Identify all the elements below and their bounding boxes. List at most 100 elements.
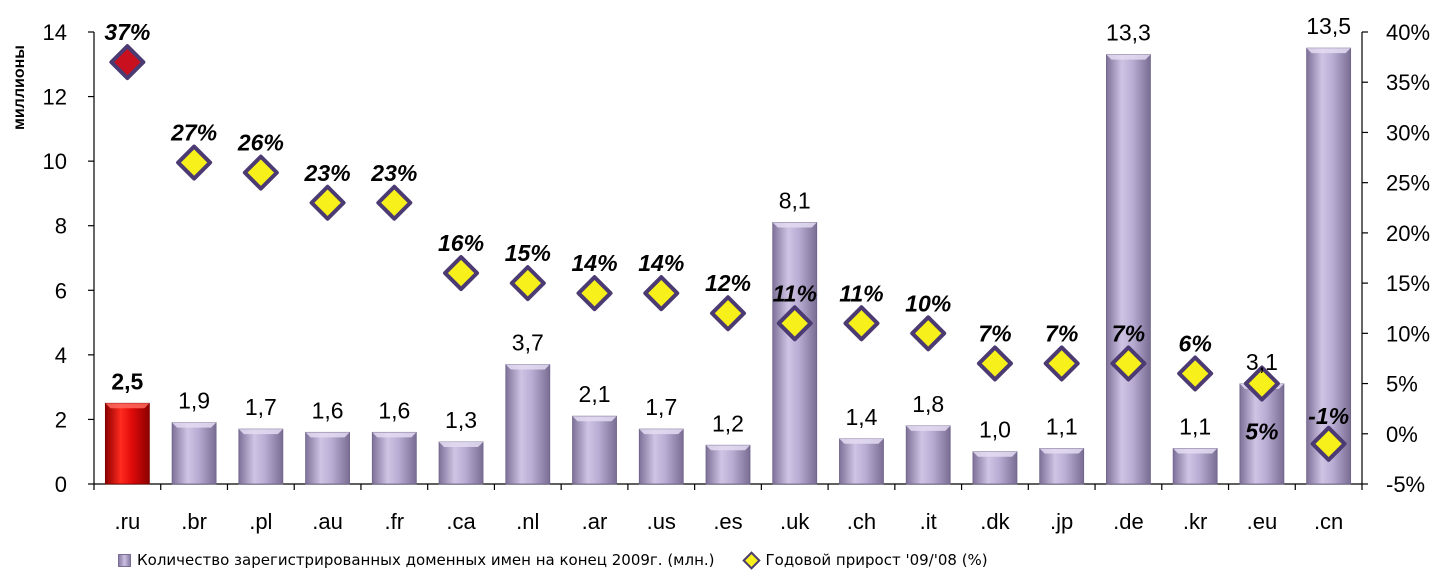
growth-value-label: 14% [572,250,618,276]
bar-series [104,47,1352,485]
bar-cap [305,432,350,438]
bar-value-label: 1,7 [245,394,277,420]
growth-marker [176,144,213,181]
growth-marker [576,275,613,312]
legend-item-growth: Годовой прирост '09/'08 (%) [741,550,988,570]
growth-marker [509,265,546,302]
x-tick-label: .cn [1314,509,1343,534]
growth-marker [309,184,346,221]
growth-marker [1110,345,1147,382]
y-tick-label: 0 [55,472,67,497]
growth-marker [1043,345,1080,382]
bar-cap [1039,448,1084,454]
y2-tick-label: 10% [1386,321,1430,346]
y-axis-label: миллионы [11,45,28,130]
y2-tick-label: 30% [1386,120,1430,145]
growth-marker [242,154,279,191]
y-tick-label: 6 [55,278,67,303]
growth-value-label: 7% [1112,320,1145,346]
x-tick-label: .kr [1183,509,1207,534]
x-tick-label: .ru [115,509,141,534]
bar-cap [706,445,750,451]
growth-marker [643,275,680,312]
growth-value-label: 15% [505,240,551,266]
x-tick-label: .us [647,509,676,534]
bar-value-label: 13,3 [1106,20,1151,46]
legend-bar-label: Количество зарегистрированных доменных и… [137,551,715,569]
bar-cap [172,422,217,428]
bar [371,431,417,485]
bar-cap [439,442,484,448]
growth-value-label: 26% [237,130,284,156]
x-tick-label: .ch [847,509,876,534]
growth-value-label: 10% [905,290,951,316]
x-tick-label: .au [312,509,343,534]
bar-value-label: 3,1 [1246,349,1278,375]
bar-cap [906,425,951,431]
growth-marker [376,184,413,221]
bar-value-label: 1,2 [712,410,744,436]
y2-tick-label: 35% [1386,70,1430,95]
bar [438,441,484,485]
bar-cap [839,438,884,444]
y2-tick-label: -5% [1386,472,1425,497]
bar-value-label: 1,1 [1046,413,1078,439]
growth-value-label: 23% [370,160,417,186]
bar-value-label: 1,3 [445,407,477,433]
bar-cap [105,403,150,409]
y-tick-label: 4 [55,343,67,368]
bar [638,428,684,485]
y-tick-label: 10 [43,149,67,174]
x-tick-label: .de [1113,509,1144,534]
x-tick-label: .uk [780,509,810,534]
bar-cap [1106,54,1151,60]
growth-value-label: 7% [1045,320,1078,346]
growth-value-label: 27% [170,120,217,146]
growth-value-label: 12% [705,270,751,296]
bar [839,438,884,485]
x-tick-label: .eu [1247,509,1278,534]
bar-swatch-icon [118,553,131,567]
x-tick-label: .ca [446,509,476,534]
legend: Количество зарегистрированных доменных и… [118,550,988,570]
bar [705,444,751,485]
bar-value-label: 13,5 [1306,13,1351,39]
bar-cap [572,416,617,422]
growth-value-label: 16% [438,230,484,256]
bar-cap [972,451,1017,457]
growth-marker [1310,425,1347,462]
y2-tick-label: 0% [1386,422,1418,447]
bar [1039,448,1085,485]
growth-value-label: 37% [104,19,150,45]
bar-value-label: 8,1 [779,187,811,213]
growth-value-label: 23% [304,160,351,186]
bar-cap [505,364,550,370]
y2-tick-label: 5% [1386,372,1418,397]
bar-value-label: 1,0 [979,417,1011,443]
growth-value-label: 7% [978,320,1011,346]
growth-marker [443,255,480,292]
bar [1172,448,1218,485]
bar-value-label: 1,6 [378,397,410,423]
bar-value-label: 1,7 [645,394,677,420]
bar-cap [772,222,817,228]
bar [1306,47,1352,485]
y-tick-label: 14 [43,20,67,45]
growth-marker [710,295,746,332]
growth-marker [910,315,947,352]
x-tick-label: .ar [582,509,608,534]
x-tick-label: .fr [385,509,405,534]
bar-value-label: 2,1 [579,381,611,407]
bar-cap [1173,448,1218,454]
bar-cap [639,429,684,435]
data-labels: 2,5 1,9 1,7 1,6 1,6 1,3 3,7 2,1 1,7 1,2 8,1 1,4 1,8 1… [104,13,1351,444]
bar [171,422,217,485]
bar-value-label: 1,4 [845,404,877,430]
x-tick-label: .pl [249,509,272,534]
diamond-marker-icon [741,550,761,570]
bar-value-label: 3,7 [512,330,544,356]
bar-value-label: 1,8 [912,391,944,417]
x-tick-label: .dk [980,509,1010,534]
bar-value-label: 1,9 [178,388,210,414]
bar [305,431,350,485]
